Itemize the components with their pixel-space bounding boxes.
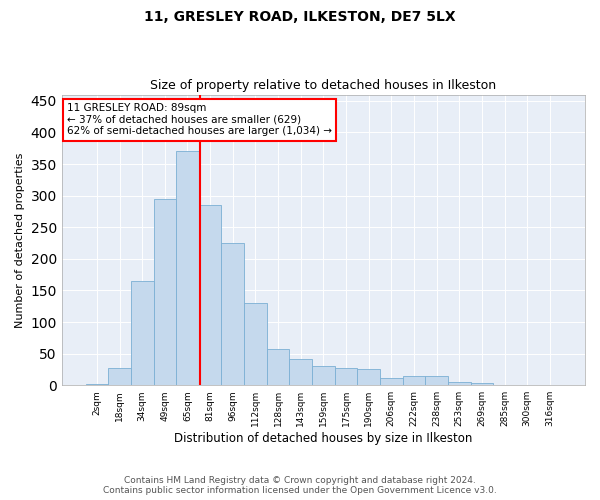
Bar — [448, 382, 470, 385]
Bar — [221, 243, 244, 385]
Text: 11 GRESLEY ROAD: 89sqm
← 37% of detached houses are smaller (629)
62% of semi-de: 11 GRESLEY ROAD: 89sqm ← 37% of detached… — [67, 104, 332, 136]
Text: 11, GRESLEY ROAD, ILKESTON, DE7 5LX: 11, GRESLEY ROAD, ILKESTON, DE7 5LX — [144, 10, 456, 24]
Bar — [86, 384, 108, 385]
Bar — [493, 384, 516, 385]
Bar — [199, 205, 221, 385]
X-axis label: Distribution of detached houses by size in Ilkeston: Distribution of detached houses by size … — [174, 432, 473, 445]
Bar — [154, 199, 176, 385]
Bar — [312, 366, 335, 385]
Bar — [403, 376, 425, 385]
Bar — [289, 358, 312, 385]
Bar — [244, 303, 267, 385]
Text: Contains HM Land Registry data © Crown copyright and database right 2024.
Contai: Contains HM Land Registry data © Crown c… — [103, 476, 497, 495]
Bar — [335, 368, 358, 385]
Bar — [470, 384, 493, 385]
Bar — [425, 376, 448, 385]
Bar — [108, 368, 131, 385]
Y-axis label: Number of detached properties: Number of detached properties — [15, 152, 25, 328]
Bar — [358, 370, 380, 385]
Title: Size of property relative to detached houses in Ilkeston: Size of property relative to detached ho… — [151, 79, 496, 92]
Bar — [380, 378, 403, 385]
Bar — [267, 348, 289, 385]
Bar — [131, 281, 154, 385]
Bar — [176, 152, 199, 385]
